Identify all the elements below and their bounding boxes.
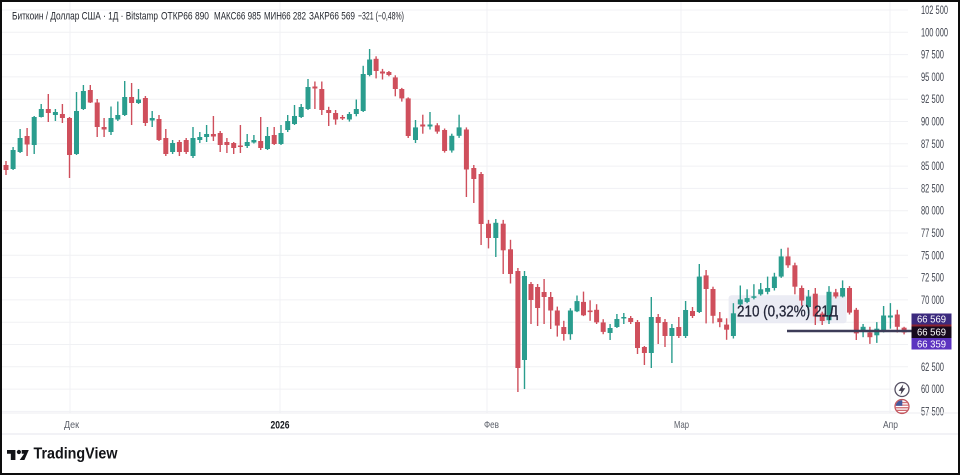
svg-text:66 569: 66 569 [917,313,946,325]
svg-text:TradingView: TradingView [34,446,118,463]
svg-text:2026: 2026 [271,420,290,432]
svg-text:МАКС66 985: МАКС66 985 [214,11,261,23]
svg-text:62 500: 62 500 [921,362,944,374]
svg-text:82 500: 82 500 [921,183,944,195]
svg-text:97 500: 97 500 [921,50,944,62]
svg-text:85 000: 85 000 [921,161,944,173]
svg-text:90 000: 90 000 [921,117,944,129]
svg-text:102 500: 102 500 [921,5,948,17]
svg-text:100 000: 100 000 [921,27,948,39]
svg-text:210 (0,32%) 21Д: 210 (0,32%) 21Д [737,304,838,321]
svg-text:75 000: 75 000 [921,250,944,262]
svg-text:ОТКР66 890: ОТКР66 890 [161,11,209,23]
svg-text:Фев: Фев [484,419,499,431]
svg-text:95 000: 95 000 [921,72,944,84]
svg-text:Биткоин / Доллар США · 1Д · Bi: Биткоин / Доллар США · 1Д · Bitstamp [12,11,158,23]
svg-text:МИН66 282: МИН66 282 [264,11,306,23]
svg-text:80 000: 80 000 [921,206,944,218]
svg-text:66 569: 66 569 [917,327,946,339]
svg-text:70 000: 70 000 [921,295,944,307]
svg-text:92 500: 92 500 [921,94,944,106]
svg-text:−321 (−0,48%): −321 (−0,48%) [358,11,404,23]
svg-text:Мар: Мар [674,419,689,431]
svg-text:66 359: 66 359 [917,338,946,350]
svg-text:87 500: 87 500 [921,139,944,151]
svg-text:72 500: 72 500 [921,273,944,285]
svg-text:60 000: 60 000 [921,384,944,396]
svg-text:77 500: 77 500 [921,228,944,240]
svg-text:57 500: 57 500 [921,406,944,418]
svg-text:Дек: Дек [64,419,79,431]
svg-text:Апр: Апр [883,419,898,431]
svg-text:ЗАКР66 569: ЗАКР66 569 [309,11,355,23]
